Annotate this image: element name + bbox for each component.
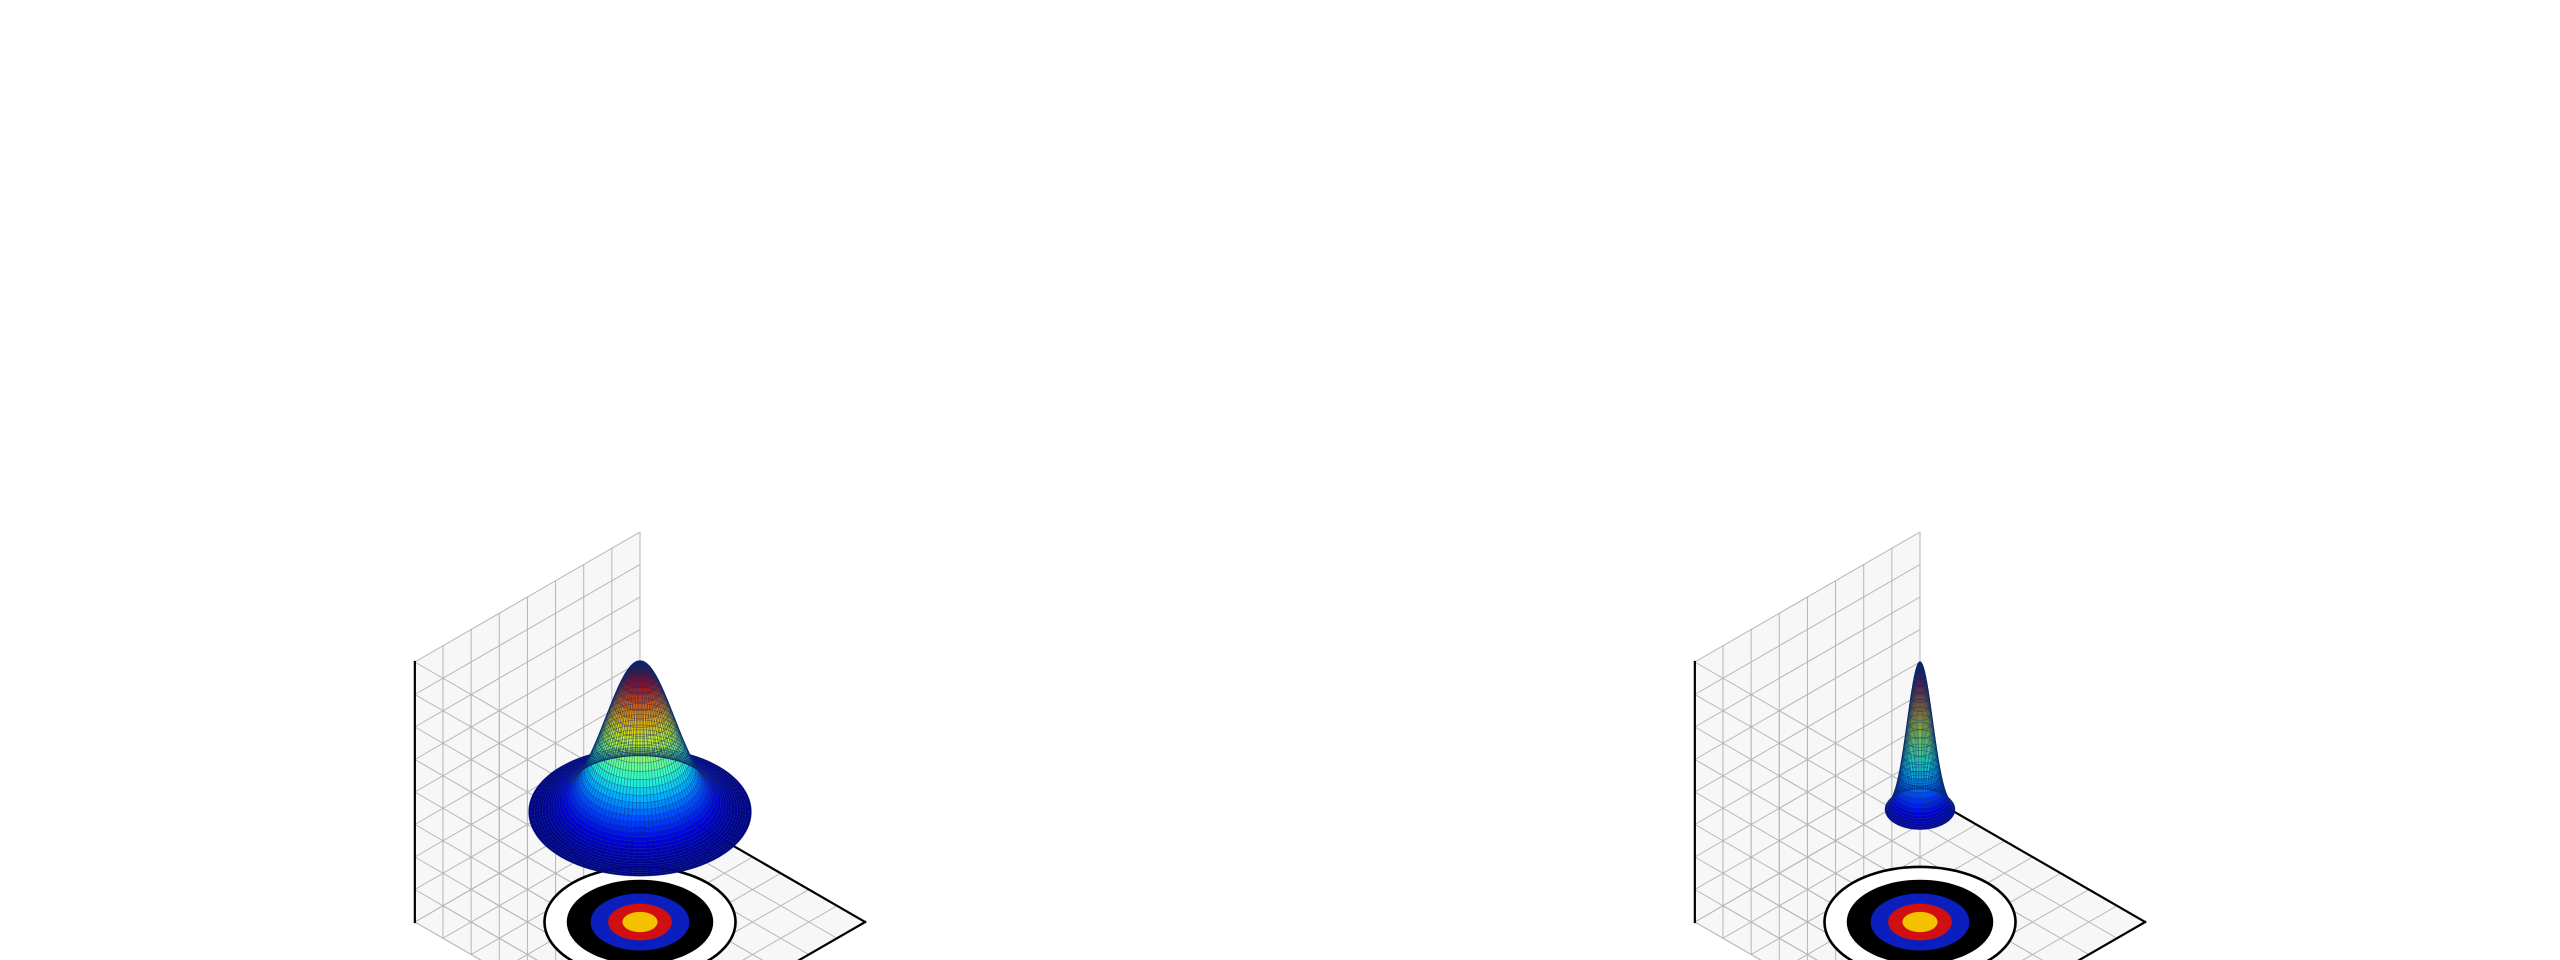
plot-svg-right bbox=[1280, 0, 2560, 960]
plot-panel-right bbox=[1280, 0, 2560, 960]
plot-svg-left bbox=[0, 0, 1280, 960]
figure-stage bbox=[0, 0, 2560, 960]
plot-panel-left bbox=[0, 0, 1280, 960]
